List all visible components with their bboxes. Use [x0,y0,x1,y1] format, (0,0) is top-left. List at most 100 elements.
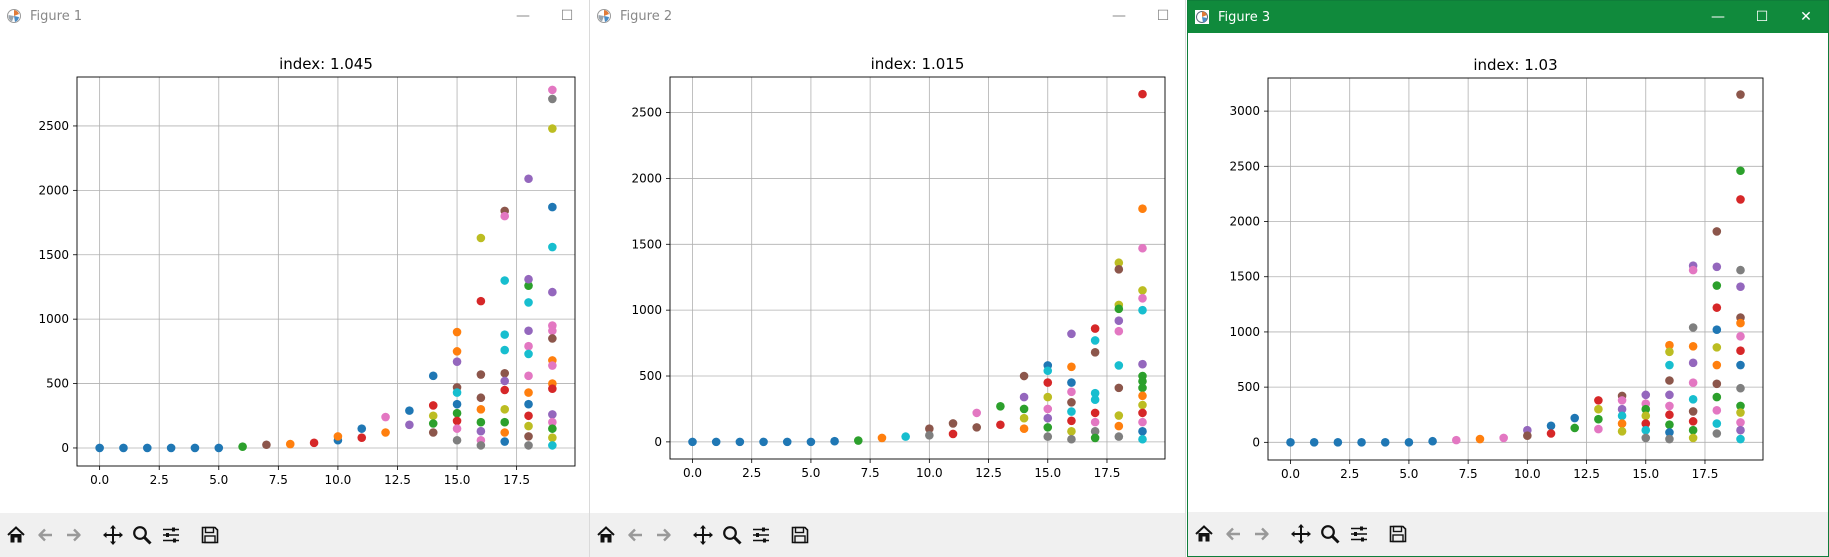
pan-button[interactable] [689,520,717,550]
y-tick-label: 2500 [631,106,662,120]
close-button[interactable]: ✕ [1800,9,1812,25]
data-point [1736,166,1745,176]
x-tick-label: 15.0 [1632,467,1659,481]
data-point [1712,392,1722,402]
data-point [1712,227,1722,236]
home-button[interactable] [592,520,620,550]
back-button[interactable] [31,520,59,550]
data-point [1570,413,1580,423]
data-point [476,233,486,243]
data-point [1617,411,1627,421]
plot-frame [1267,77,1764,461]
data-point [1594,396,1603,405]
minimize-button[interactable]: — [1112,8,1126,24]
data-point [1712,325,1722,335]
data-point [1138,359,1147,369]
y-tick-label: 1000 [38,312,69,326]
data-point [948,429,958,439]
back-button[interactable] [1219,519,1247,549]
pan-button[interactable] [99,520,127,550]
data-point [428,371,438,381]
x-tick-label: 10.0 [916,466,943,480]
data-point [1019,424,1029,434]
grid [670,77,1165,459]
data-point [735,437,745,447]
pan-button[interactable] [1287,519,1315,549]
data-point [357,433,367,442]
data-point [524,371,533,381]
data-point [1090,408,1100,418]
data-point [476,441,486,450]
data-point [381,412,390,422]
data-point [428,401,438,410]
back-button[interactable] [621,520,649,550]
data-point [309,438,319,448]
configure-subplots-icon [753,527,769,543]
zoom-icon [723,526,742,545]
matplotlib-logo-icon [7,9,21,23]
title-bar[interactable]: Figure 1 — ☐ [0,0,589,32]
x-tick-label: 5.0 [209,473,228,487]
data-point [142,443,152,453]
configure-subplots-button[interactable] [1345,519,1373,549]
data-point [925,430,934,440]
data-point [1688,341,1698,351]
data-point [524,399,533,409]
data-point [1736,408,1745,417]
save-icon [791,526,809,544]
zoom-button[interactable] [128,520,156,550]
maximize-button[interactable]: ☐ [1755,9,1769,25]
forward-button[interactable] [1248,519,1276,549]
data-point [1688,407,1698,416]
y-tick-label: 500 [639,369,662,383]
data-point [1090,417,1100,427]
save-button[interactable] [786,520,814,550]
zoom-button[interactable] [718,520,746,550]
data-point [1138,400,1147,410]
data-point [1665,376,1674,385]
home-button[interactable] [2,520,30,550]
y-tick-label: 2500 [38,119,69,133]
save-button[interactable] [1384,519,1412,549]
configure-subplots-button[interactable] [157,520,185,550]
data-point [524,349,533,359]
data-point [452,416,462,426]
maximize-button[interactable]: ☐ [560,8,574,24]
window-title: Figure 2 [620,8,673,24]
x-tick-label: 2.5 [742,466,761,480]
y-tick-label: 1500 [1229,270,1260,284]
title-bar[interactable]: Figure 3 — ☐ ✕ [1188,1,1828,33]
data-point [548,242,557,252]
data-point [500,330,510,339]
data-point [1523,431,1532,441]
data-point [1665,434,1674,444]
data-point [1309,438,1319,447]
data-point [1114,421,1124,431]
data-point [1688,394,1698,404]
data-point [1617,404,1627,414]
data-point [524,432,533,441]
data-point [285,439,295,449]
data-point [1019,392,1029,402]
zoom-button[interactable] [1316,519,1344,549]
chart-title: index: 1.015 [871,55,965,73]
x-tick-label: 0.0 [90,473,109,487]
data-point [428,428,438,437]
data-point [548,202,557,212]
minimize-button[interactable]: — [516,8,530,24]
data-point [1594,404,1603,414]
forward-button[interactable] [650,520,678,550]
data-point [452,388,462,397]
data-point [1067,416,1076,426]
minimize-button[interactable]: — [1711,9,1725,25]
configure-subplots-button[interactable] [747,520,775,550]
data-point [452,357,462,366]
save-button[interactable] [196,520,224,550]
data-point [1641,390,1651,400]
home-button[interactable] [1190,519,1218,549]
forward-button[interactable] [60,520,88,550]
maximize-button[interactable]: ☐ [1156,8,1170,24]
title-bar[interactable]: Figure 2 — ☐ [590,0,1185,32]
data-point [1090,433,1100,443]
y-tick-label: 1500 [631,237,662,251]
